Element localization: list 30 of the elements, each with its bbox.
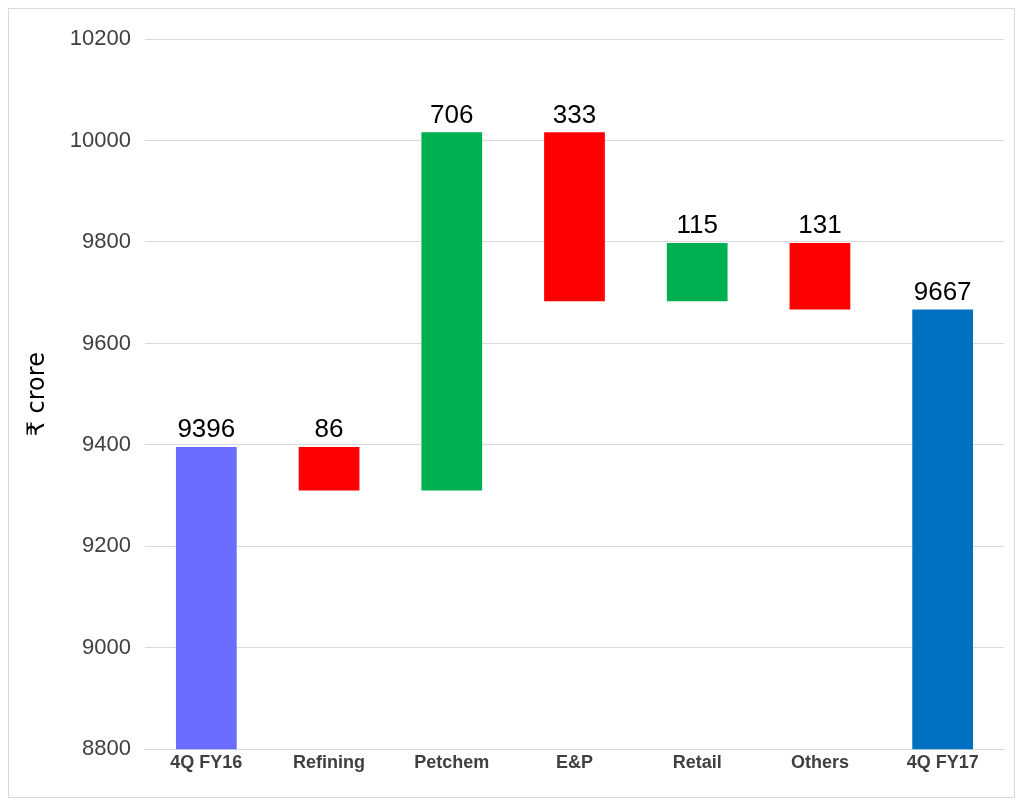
bar bbox=[666, 242, 728, 302]
x-tick-label: Petchem bbox=[414, 752, 490, 773]
bar bbox=[544, 132, 605, 302]
y-tick-label: 9800 bbox=[82, 228, 131, 254]
y-tick-label: 8800 bbox=[82, 735, 131, 761]
data-label: 9667 bbox=[913, 275, 972, 306]
data-label: 131 bbox=[798, 209, 842, 240]
y-tick-label: 9600 bbox=[82, 329, 131, 355]
data-label: 86 bbox=[314, 413, 344, 444]
bar bbox=[789, 242, 851, 310]
bar bbox=[912, 309, 974, 750]
data-label: 333 bbox=[552, 98, 597, 129]
x-tick-label: Refining bbox=[293, 752, 366, 773]
x-tick-label: 4Q FY17 bbox=[906, 752, 979, 773]
y-tick-label: 9400 bbox=[82, 431, 131, 457]
x-tick-label: Retail bbox=[672, 752, 722, 773]
bar bbox=[175, 446, 237, 750]
y-tick-label: 9200 bbox=[82, 532, 131, 558]
data-label: 706 bbox=[430, 98, 474, 129]
y-axis-title: ₹ crore bbox=[21, 352, 50, 437]
x-tick-label: E&P bbox=[555, 752, 593, 773]
y-tick-label: 10000 bbox=[69, 126, 131, 152]
data-label: 115 bbox=[676, 209, 718, 240]
x-tick-label: Others bbox=[790, 752, 849, 773]
bar bbox=[298, 446, 360, 491]
data-label: 9396 bbox=[177, 413, 236, 444]
x-tick-label: 4Q FY16 bbox=[170, 752, 243, 773]
y-tick-label: 9000 bbox=[82, 633, 131, 659]
y-tick-label: 10200 bbox=[69, 25, 131, 51]
bar bbox=[421, 132, 483, 491]
